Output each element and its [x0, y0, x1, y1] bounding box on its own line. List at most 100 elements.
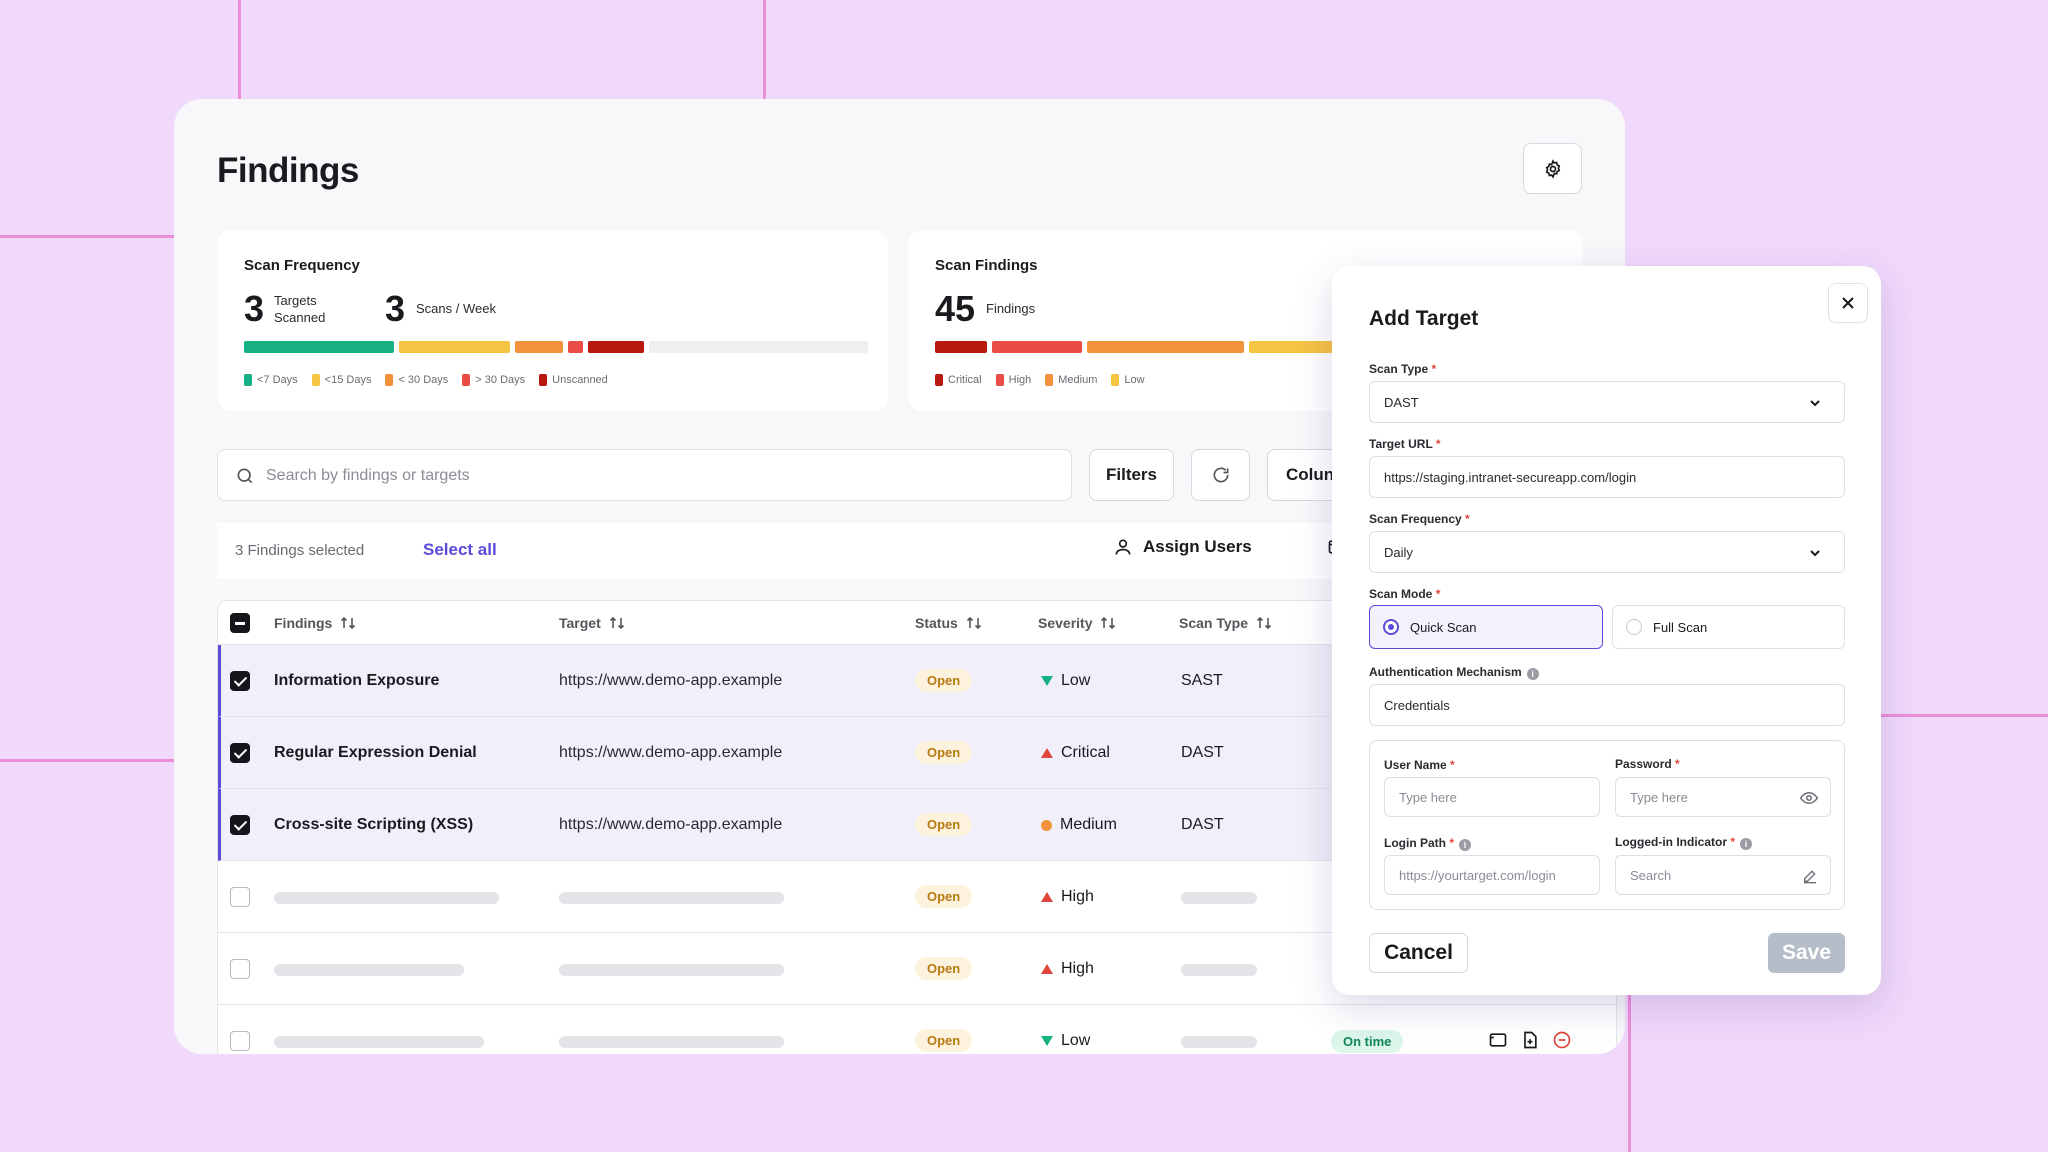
- findings-bar: [935, 341, 1349, 353]
- loading-placeholder: [274, 892, 499, 904]
- bar-segment-medium: [1087, 341, 1244, 353]
- gear-icon: [1545, 158, 1560, 179]
- finding-name: Information Exposure: [274, 672, 440, 689]
- scan-frequency-select[interactable]: Daily: [1369, 531, 1845, 573]
- select-all-link[interactable]: Select all: [423, 540, 497, 559]
- finding-name: Cross-site Scripting (XSS): [274, 816, 474, 833]
- severity-cell: High: [1041, 888, 1094, 906]
- chevron-down-icon: [1810, 550, 1820, 557]
- column-header-severity[interactable]: Severity: [1038, 615, 1116, 631]
- column-header-scan-type[interactable]: Scan Type: [1179, 615, 1272, 631]
- info-icon: i: [1526, 668, 1539, 680]
- decor-line: [1628, 995, 1631, 1152]
- frequency-bar: [244, 341, 868, 353]
- selected-count: 3 Findings selected: [235, 542, 365, 559]
- finding-name: Regular Expression Denial: [274, 744, 477, 761]
- modal-title: Add Target: [1369, 307, 1479, 330]
- loading-placeholder: [559, 892, 784, 904]
- radio-dot: [1626, 619, 1642, 635]
- scan-type-cell: SAST: [1181, 672, 1223, 689]
- column-header-status[interactable]: Status: [915, 615, 982, 631]
- cancel-button[interactable]: Cancel: [1369, 933, 1468, 973]
- status-badge: Open: [915, 1029, 973, 1052]
- column-header-target[interactable]: Target: [559, 615, 625, 631]
- severity-cell: Low: [1041, 1032, 1090, 1050]
- close-button[interactable]: [1828, 283, 1868, 323]
- scan-frequency-label: Scan Frequency *: [1369, 512, 1470, 526]
- refresh-button[interactable]: [1191, 449, 1250, 501]
- target-url-label: Target URL *: [1369, 437, 1441, 451]
- legend-item: <15 Days: [311, 374, 371, 386]
- legend-item: <7 Days: [244, 374, 298, 386]
- scan-type-select[interactable]: DAST: [1369, 381, 1845, 423]
- decor-line: [238, 0, 241, 99]
- filters-label: Filters: [1105, 465, 1158, 484]
- row-checkbox[interactable]: [230, 1031, 250, 1051]
- settings-button[interactable]: [1523, 143, 1582, 194]
- findings-legend: Critical High Medium Low: [935, 374, 1145, 386]
- column-header-findings[interactable]: Findings: [274, 615, 356, 631]
- bar-segment-7days: [244, 341, 394, 353]
- bar-segment-unscanned: [588, 341, 644, 353]
- scan-type-value: DAST: [1384, 394, 1419, 410]
- auth-mechanism-field[interactable]: Credentials: [1369, 684, 1845, 726]
- legend-item: Low: [1111, 374, 1145, 386]
- status-badge: Open: [915, 813, 973, 836]
- close-icon: [1842, 297, 1854, 309]
- legend-item: High: [995, 374, 1031, 386]
- eye-icon[interactable]: [1800, 790, 1818, 806]
- table-row[interactable]: Open High: [218, 861, 1616, 933]
- severity-cell: High: [1041, 960, 1094, 978]
- quick-scan-radio[interactable]: Quick Scan: [1369, 605, 1603, 649]
- logged-in-indicator-field[interactable]: Search: [1615, 855, 1831, 895]
- username-field[interactable]: Type here: [1384, 777, 1600, 817]
- bar-segment-low: [1249, 341, 1349, 353]
- scan-frequency-card: Scan Frequency 3 Targets Scanned 3 Scans…: [217, 230, 888, 411]
- row-checkbox[interactable]: [230, 959, 250, 979]
- row-checkbox[interactable]: [230, 743, 250, 763]
- login-path-field[interactable]: https://yourtarget.com/login: [1384, 855, 1600, 895]
- row-checkbox[interactable]: [230, 671, 250, 691]
- filters-button[interactable]: Filters: [1089, 449, 1174, 501]
- table-row[interactable]: Open High: [218, 933, 1616, 1005]
- password-label: Password *: [1615, 757, 1680, 771]
- loading-placeholder: [559, 964, 784, 976]
- edit-icon[interactable]: [1802, 868, 1818, 884]
- info-icon: i: [1740, 838, 1753, 850]
- loading-placeholder: [274, 964, 464, 976]
- scan-frequency-value: Daily: [1384, 544, 1413, 560]
- assign-users-button[interactable]: Assign Users: [1113, 537, 1252, 557]
- row-checkbox[interactable]: [230, 887, 250, 907]
- status-badge: Open: [915, 957, 973, 980]
- bar-segment-over30: [568, 341, 583, 353]
- legend-item: Unscanned: [539, 374, 608, 386]
- full-scan-radio[interactable]: Full Scan: [1612, 605, 1845, 649]
- credentials-panel: User Name * Type here Password * Type he…: [1369, 740, 1845, 910]
- loading-placeholder: [1181, 1036, 1257, 1048]
- finding-target: https://www.demo-app.example: [559, 744, 783, 761]
- add-file-icon[interactable]: [1520, 1030, 1540, 1050]
- loading-placeholder: [1181, 892, 1257, 904]
- refresh-icon: [1213, 467, 1228, 483]
- save-button[interactable]: Save: [1768, 933, 1845, 973]
- row-checkbox[interactable]: [230, 815, 250, 835]
- password-field[interactable]: Type here: [1615, 777, 1831, 817]
- status-badge: Open: [915, 669, 973, 692]
- targets-count: 3: [244, 288, 265, 329]
- search-bar[interactable]: [217, 449, 1072, 501]
- ticket-icon[interactable]: [1488, 1030, 1508, 1050]
- remove-icon[interactable]: [1552, 1030, 1572, 1050]
- legend-item: > 30 Days: [462, 374, 525, 386]
- sort-icon: [1256, 616, 1272, 630]
- table-header: Findings Target Status Severity Scan Typ…: [218, 601, 1616, 645]
- login-path-label: Login Path * i: [1384, 836, 1472, 851]
- target-url-field[interactable]: https://staging.intranet-secureapp.com/l…: [1369, 456, 1845, 498]
- scan-mode-label: Scan Mode *: [1369, 587, 1441, 601]
- bar-remainder: [649, 341, 868, 353]
- table-row[interactable]: Open Low On time: [218, 1005, 1616, 1054]
- findings-count: 45: [935, 288, 976, 329]
- select-all-checkbox[interactable]: [230, 613, 250, 633]
- sort-icon: [966, 616, 981, 630]
- search-input[interactable]: [266, 464, 1046, 488]
- bar-segment-high: [992, 341, 1082, 353]
